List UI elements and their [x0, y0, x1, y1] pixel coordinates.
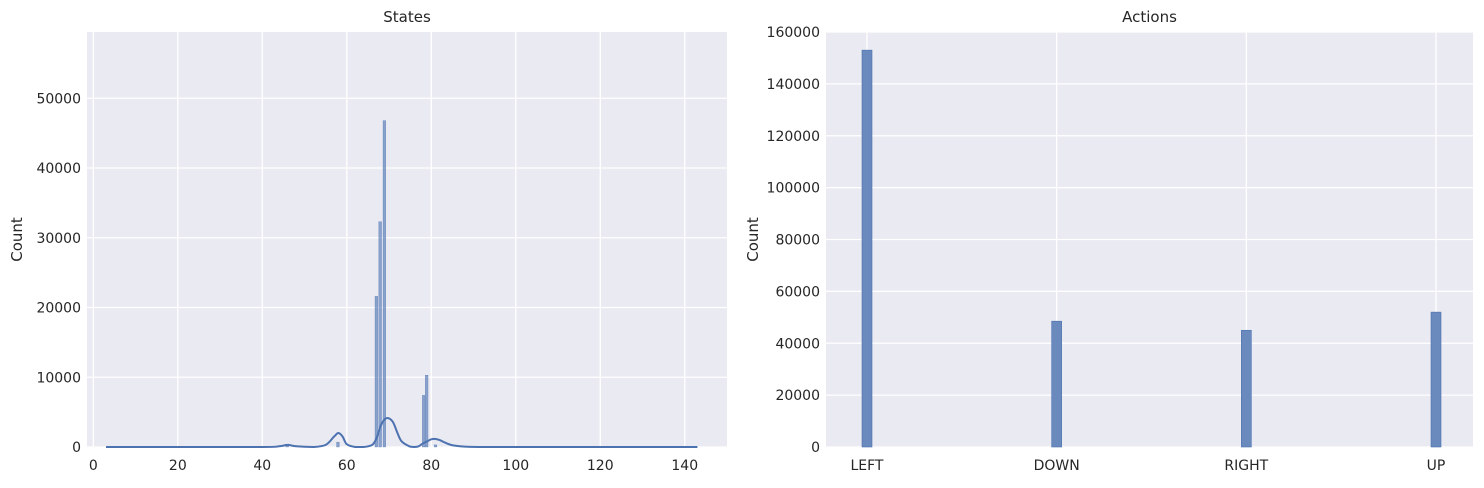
actions-x-tick-label: LEFT — [850, 458, 883, 474]
actions-y-tick-label: 0 — [811, 440, 820, 456]
states-x-tick-label: 40 — [253, 458, 271, 474]
actions-bar-left — [861, 49, 873, 448]
actions-x-tick-label: DOWN — [1034, 458, 1080, 474]
states-histogram-bar — [374, 296, 378, 448]
states-y-tick-label: 50000 — [36, 91, 81, 107]
actions-y-tick-label: 100000 — [767, 181, 820, 197]
states-x-tick-label: 100 — [502, 458, 529, 474]
actions-x-tick-label: RIGHT — [1224, 458, 1268, 474]
states-histogram-bar — [378, 221, 382, 448]
states-y-axis-label: Count — [8, 217, 26, 262]
states-histogram-bar — [336, 441, 340, 448]
actions-y-tick-label: 120000 — [767, 129, 820, 145]
actions-x-tick-label: UP — [1427, 458, 1446, 474]
states-plot-area — [87, 32, 727, 447]
states-histogram-bar — [422, 395, 426, 448]
actions-y-tick-label: 20000 — [775, 388, 820, 404]
states-x-tick-label: 140 — [671, 458, 698, 474]
states-y-tick-label: 30000 — [36, 231, 81, 247]
states-chart-title: States — [383, 8, 431, 26]
actions-y-tick-label: 140000 — [767, 77, 820, 93]
actions-y-tick-label: 60000 — [775, 284, 820, 300]
states-grid — [87, 32, 727, 448]
actions-grid — [826, 31, 1473, 448]
actions-y-tick-label: 160000 — [767, 25, 820, 41]
states-x-tick-label: 20 — [169, 458, 187, 474]
states-y-tick-label: 10000 — [36, 370, 81, 386]
states-x-tick-label: 0 — [89, 458, 98, 474]
actions-y-ticks: 0 20000 40000 60000 80000 100000 120000 140000 1… — [767, 25, 820, 456]
states-x-tick-label: 80 — [422, 458, 440, 474]
actions-bar-down — [1051, 320, 1062, 448]
actions-bars — [861, 49, 1442, 448]
states-y-tick-label: 0 — [72, 440, 81, 456]
actions-y-axis-label: Count — [744, 217, 762, 262]
actions-bar-up — [1430, 311, 1442, 448]
states-x-tick-label: 120 — [587, 458, 614, 474]
states-histogram-bar — [433, 444, 438, 448]
actions-y-tick-label: 40000 — [775, 336, 820, 352]
actions-y-tick-label: 80000 — [775, 233, 820, 249]
states-histogram-bar — [425, 375, 429, 448]
states-chart: 0 20 40 60 80 100 120 140 0 10000 20000 30000 40000… — [8, 8, 727, 474]
states-kde-line — [106, 417, 698, 449]
states-y-tick-label: 40000 — [36, 161, 81, 177]
actions-bar-right — [1241, 329, 1252, 448]
actions-chart-title: Actions — [1122, 8, 1177, 26]
states-bars — [134, 120, 543, 448]
states-x-ticks: 0 20 40 60 80 100 120 140 — [89, 458, 698, 474]
states-y-tick-label: 20000 — [36, 301, 81, 317]
actions-x-ticks: LEFT DOWN RIGHT UP — [850, 458, 1445, 474]
actions-chart: LEFT DOWN RIGHT UP 0 20000 40000 60000 80000 100… — [744, 8, 1473, 474]
states-x-tick-label: 60 — [338, 458, 356, 474]
states-y-ticks: 0 10000 20000 30000 40000 50000 — [36, 91, 81, 456]
states-histogram-bar — [382, 120, 386, 448]
